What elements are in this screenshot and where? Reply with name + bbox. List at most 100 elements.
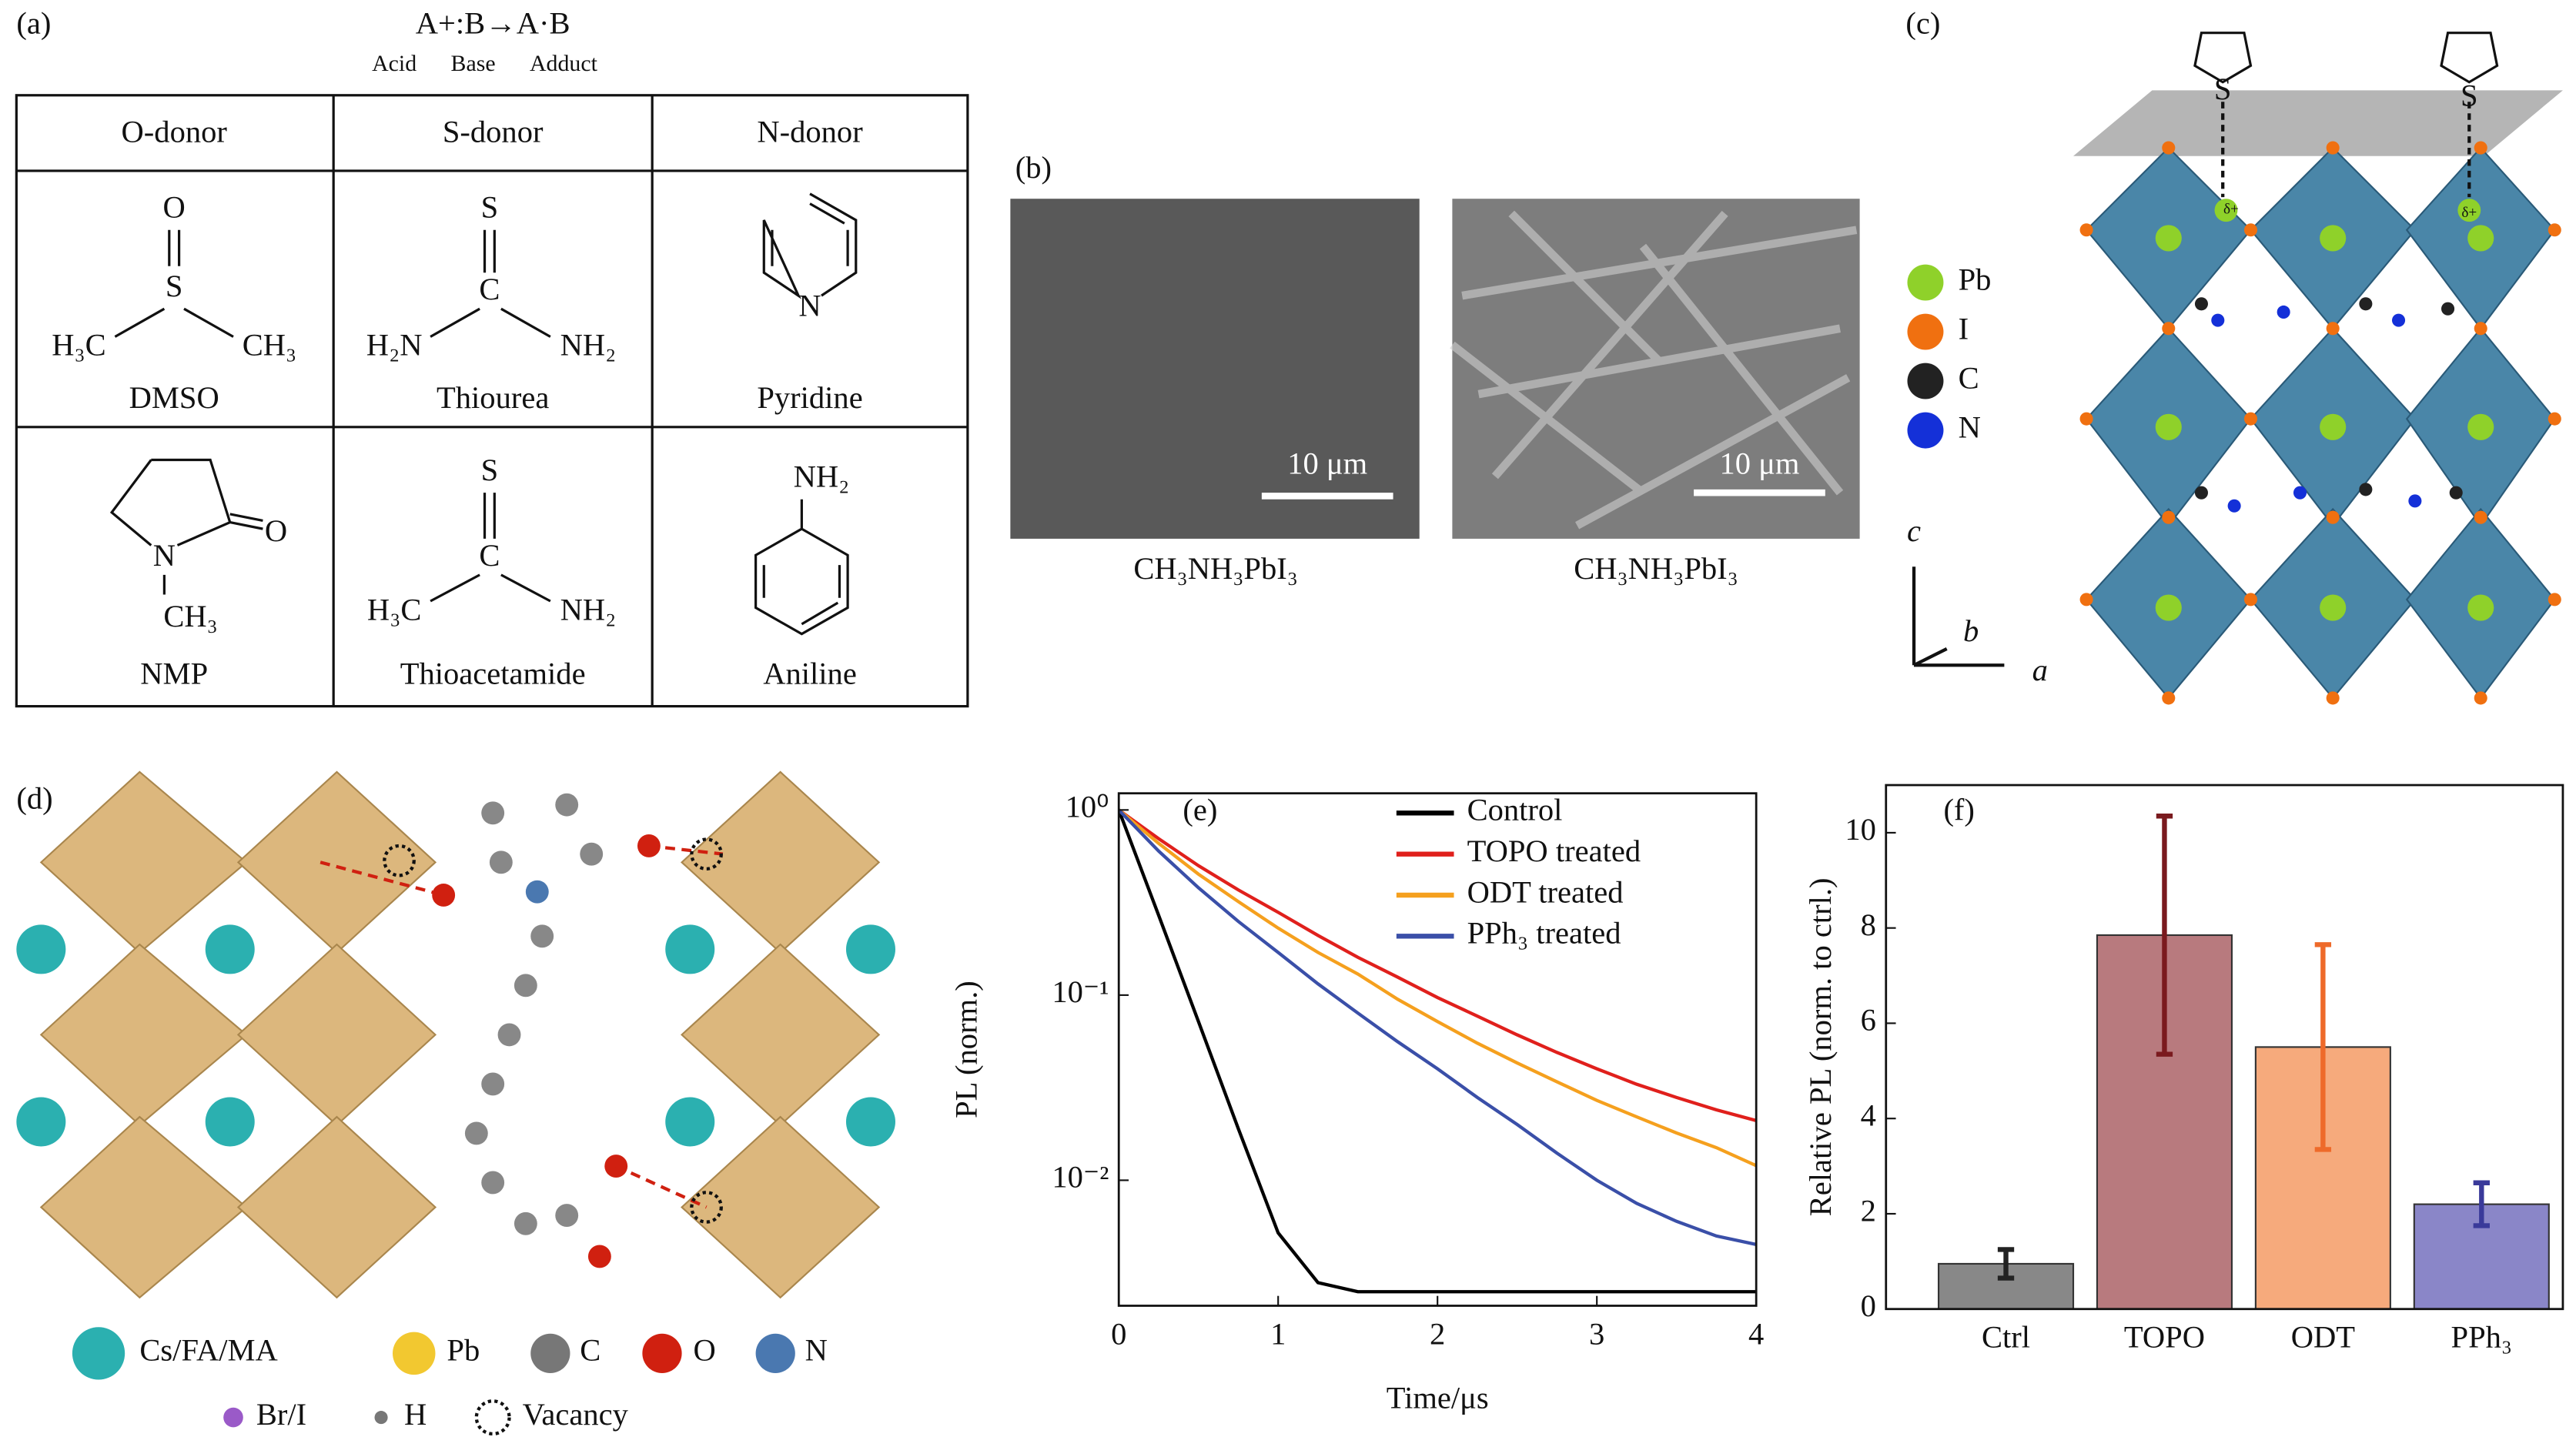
y-tick-label: 10⁻¹ xyxy=(1052,974,1109,1009)
legend-swatch xyxy=(474,1399,511,1436)
atom: O xyxy=(265,513,287,548)
atom: NH₂ xyxy=(794,459,850,493)
caption: CH₃NH₃PbI₃ xyxy=(1133,551,1298,586)
x-tick-label: 3 xyxy=(1589,1316,1604,1351)
atom: S xyxy=(481,189,499,224)
error-bar xyxy=(2473,1180,2490,1228)
y-tick-label: 0 xyxy=(1861,1288,1876,1323)
charge: δ+ xyxy=(2223,202,2239,218)
bond xyxy=(430,493,551,603)
panel-c: (c) Pb I C N c b a xyxy=(1905,5,2563,705)
atom: S xyxy=(481,453,499,487)
legend-swatch xyxy=(1907,264,1944,301)
y-tick-label: 8 xyxy=(1861,907,1876,942)
compound-name: Pyridine xyxy=(757,380,862,415)
atom: N xyxy=(798,288,821,322)
y-tick-label: 2 xyxy=(1861,1193,1876,1228)
legend-label: C xyxy=(1959,360,1979,395)
compound-name: Thioacetamide xyxy=(400,656,586,690)
atom: CH₃ xyxy=(163,599,217,633)
charge: δ+ xyxy=(2461,205,2477,221)
atom: C xyxy=(479,538,500,573)
axis-arrows xyxy=(1912,566,2005,667)
legend-label: Pb xyxy=(447,1333,480,1368)
axis-name: c xyxy=(1907,513,1921,548)
annotation: (f) xyxy=(1943,793,1975,827)
y-axis-label: Relative PL (norm. to ctrl.) xyxy=(1803,878,1838,1217)
atom: H₃C xyxy=(52,328,105,363)
atom: H₂N xyxy=(366,328,423,363)
compound-name: DMSO xyxy=(129,380,219,415)
error-bar xyxy=(2314,942,2332,1152)
legend-swatch xyxy=(1907,363,1944,399)
scale-label: 10 μm xyxy=(1287,446,1367,480)
legend-label: Cs/FA/MA xyxy=(139,1333,277,1368)
panel-a: (a) A+:B→A·B Acid Base Adduct O-donor S-… xyxy=(15,5,969,708)
x-tick-label: 1 xyxy=(1270,1316,1286,1351)
atom: S xyxy=(166,269,183,303)
atom: O xyxy=(163,189,186,224)
atom: NH₂ xyxy=(560,592,617,627)
x-axis-label: Time/μs xyxy=(1387,1381,1489,1415)
octahedra xyxy=(39,770,881,1299)
vacancy xyxy=(690,1191,723,1224)
error-bar xyxy=(1997,1247,2015,1281)
caption: CH₃NH₃PbI₃ xyxy=(1574,551,1738,586)
legend-swatch xyxy=(223,1407,243,1428)
y-tick-label: 10⁻² xyxy=(1052,1160,1109,1195)
atom: S xyxy=(2214,72,2232,106)
atom: NH₂ xyxy=(560,328,617,363)
eq-label: Base xyxy=(451,51,496,76)
x-tick-label: ODT xyxy=(2291,1320,2356,1355)
series-line xyxy=(1119,808,1757,1168)
sem-image xyxy=(1452,199,1860,539)
sem-image xyxy=(1010,199,1420,539)
legend-label: O xyxy=(694,1333,716,1368)
annotation: (e) xyxy=(1183,793,1217,827)
bond-dash xyxy=(2221,102,2471,198)
plane xyxy=(2073,90,2563,156)
charts: 0 1 2 3 4 10⁰ 10⁻¹ 10⁻² Time/μs PL (norm.) (e) Cont… xyxy=(948,784,2564,1415)
panel-label: (d) xyxy=(16,781,52,816)
panel-d: (d) Cs/FA/MA Pb C xyxy=(16,770,895,1436)
table-frame xyxy=(15,94,969,708)
legend-label: C xyxy=(580,1333,601,1368)
plot-frame xyxy=(1117,792,1758,1307)
plot-frame xyxy=(1885,784,2564,1311)
legend-label: Control xyxy=(1467,793,1563,827)
legend-swatch xyxy=(755,1333,795,1373)
x-tick-label: 4 xyxy=(1748,1316,1764,1351)
atom: C xyxy=(479,272,500,306)
series-line xyxy=(1119,808,1757,1246)
organic-cations xyxy=(2194,297,2463,513)
legend-label: Pb xyxy=(1959,262,1992,296)
x-tick-label: 2 xyxy=(1430,1316,1445,1351)
scale-label: 10 μm xyxy=(1719,446,1799,480)
interaction xyxy=(319,844,724,1209)
legend-label: TOPO treated xyxy=(1467,834,1641,868)
pb-atoms xyxy=(2155,199,2494,621)
y-axis-label: PL (norm.) xyxy=(948,981,983,1118)
legend-swatch xyxy=(1907,412,1944,449)
atom: H₃C xyxy=(367,592,421,627)
axis-name: b xyxy=(1963,613,1979,648)
atom: CH₃ xyxy=(243,328,296,363)
legend-label: ODT treated xyxy=(1467,874,1624,909)
legend-label: PPh₃ treated xyxy=(1467,916,1621,951)
legend-swatch xyxy=(530,1333,570,1373)
legend-swatch xyxy=(72,1327,125,1380)
compound-name: Aniline xyxy=(763,656,857,690)
legend-label: Vacancy xyxy=(523,1397,629,1432)
equation: A+:B→A·B xyxy=(416,5,570,40)
vacancy xyxy=(383,844,416,877)
i-atoms xyxy=(2079,141,2561,705)
legend-label: I xyxy=(1959,311,1969,346)
legend-label: N xyxy=(1959,409,1981,444)
y-tick-label: 6 xyxy=(1861,1003,1876,1038)
panel-label: (c) xyxy=(1905,5,1940,40)
series-line xyxy=(1119,808,1757,1122)
vacancy xyxy=(690,837,723,871)
ring xyxy=(754,499,849,636)
